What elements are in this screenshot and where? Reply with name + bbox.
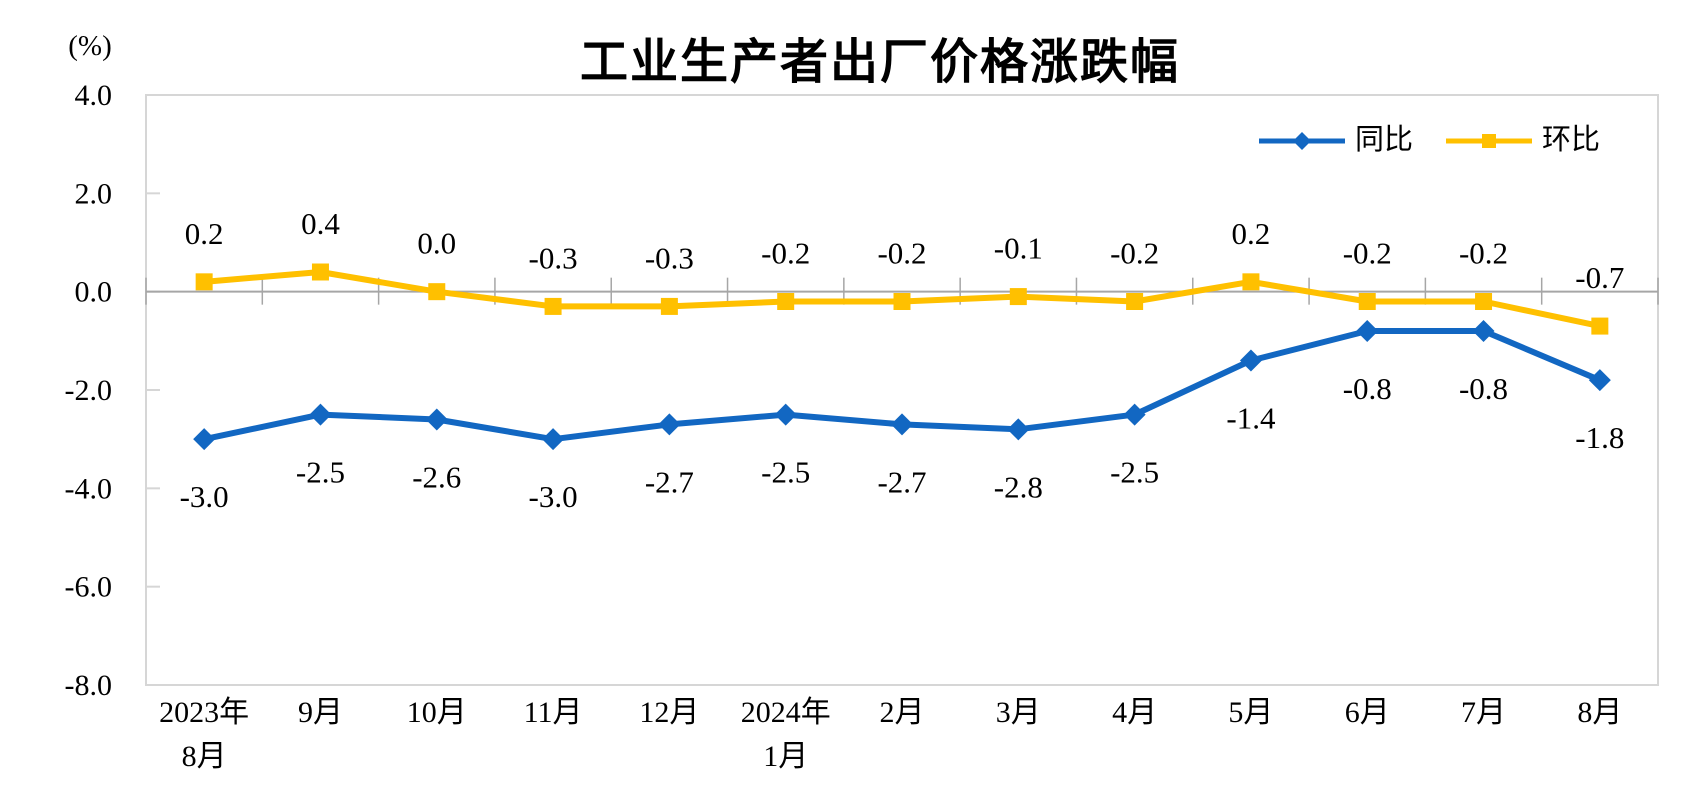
svg-text:7月: 7月 xyxy=(1461,696,1506,729)
chart-title: 工业生产者出厂价格涨跌幅 xyxy=(579,36,1180,89)
svg-text:-2.0: -2.0 xyxy=(65,374,113,407)
svg-text:-0.7: -0.7 xyxy=(1575,260,1624,295)
svg-text:8月: 8月 xyxy=(182,740,227,773)
svg-text:-6.0: -6.0 xyxy=(65,571,113,604)
mom-line-swatch xyxy=(1446,133,1533,148)
svg-text:0.0: 0.0 xyxy=(417,226,456,261)
legend-label-yoy: 同比 xyxy=(1355,124,1414,156)
svg-text:4月: 4月 xyxy=(1112,696,1157,729)
svg-text:0.4: 0.4 xyxy=(301,206,340,241)
svg-text:-3.0: -3.0 xyxy=(529,479,578,514)
svg-text:-8.0: -8.0 xyxy=(65,669,113,702)
legend-item-mom: 环比 xyxy=(1443,126,1600,155)
svg-text:-0.2: -0.2 xyxy=(877,236,926,271)
svg-text:6月: 6月 xyxy=(1345,696,1390,729)
svg-text:4.0: 4.0 xyxy=(75,79,113,112)
legend-label-mom: 环比 xyxy=(1542,124,1601,156)
svg-text:-0.2: -0.2 xyxy=(1459,236,1508,271)
svg-text:-0.2: -0.2 xyxy=(761,236,810,271)
svg-text:-0.3: -0.3 xyxy=(645,240,694,275)
svg-text:-4.0: -4.0 xyxy=(65,472,113,505)
svg-text:8月: 8月 xyxy=(1577,696,1622,729)
svg-text:-2.8: -2.8 xyxy=(994,469,1043,504)
svg-text:-0.2: -0.2 xyxy=(1110,236,1159,271)
svg-text:-2.5: -2.5 xyxy=(296,455,345,490)
svg-text:-2.5: -2.5 xyxy=(761,455,810,490)
legend: 同比 环比 xyxy=(1256,126,1600,155)
svg-text:-2.7: -2.7 xyxy=(645,464,694,499)
svg-text:2月: 2月 xyxy=(880,696,925,729)
svg-text:-3.0: -3.0 xyxy=(180,479,229,514)
svg-text:-2.6: -2.6 xyxy=(412,460,461,495)
svg-text:-0.2: -0.2 xyxy=(1343,236,1392,271)
svg-text:9月: 9月 xyxy=(298,696,343,729)
svg-text:0.0: 0.0 xyxy=(75,276,113,309)
svg-text:1月: 1月 xyxy=(763,740,808,773)
y-axis-unit-label: (%) xyxy=(68,30,112,62)
svg-text:-0.8: -0.8 xyxy=(1459,371,1508,406)
svg-text:-1.8: -1.8 xyxy=(1575,420,1624,455)
svg-text:-0.3: -0.3 xyxy=(529,240,578,275)
svg-text:2.0: 2.0 xyxy=(75,177,113,210)
svg-text:-1.4: -1.4 xyxy=(1226,401,1276,436)
svg-text:-0.1: -0.1 xyxy=(994,231,1043,266)
svg-text:12月: 12月 xyxy=(639,696,699,729)
svg-text:11月: 11月 xyxy=(524,696,583,729)
svg-text:10月: 10月 xyxy=(407,696,467,729)
svg-text:-0.8: -0.8 xyxy=(1343,371,1392,406)
svg-text:0.2: 0.2 xyxy=(1232,216,1271,251)
svg-text:2024年: 2024年 xyxy=(741,696,831,729)
svg-text:0.2: 0.2 xyxy=(185,216,224,251)
svg-text:3月: 3月 xyxy=(996,696,1041,729)
svg-text:-2.5: -2.5 xyxy=(1110,455,1159,490)
legend-item-yoy: 同比 xyxy=(1256,126,1413,155)
svg-text:5月: 5月 xyxy=(1228,696,1273,729)
svg-text:-2.7: -2.7 xyxy=(877,464,926,499)
svg-text:2023年: 2023年 xyxy=(159,696,249,729)
yoy-line-swatch xyxy=(1259,131,1345,150)
